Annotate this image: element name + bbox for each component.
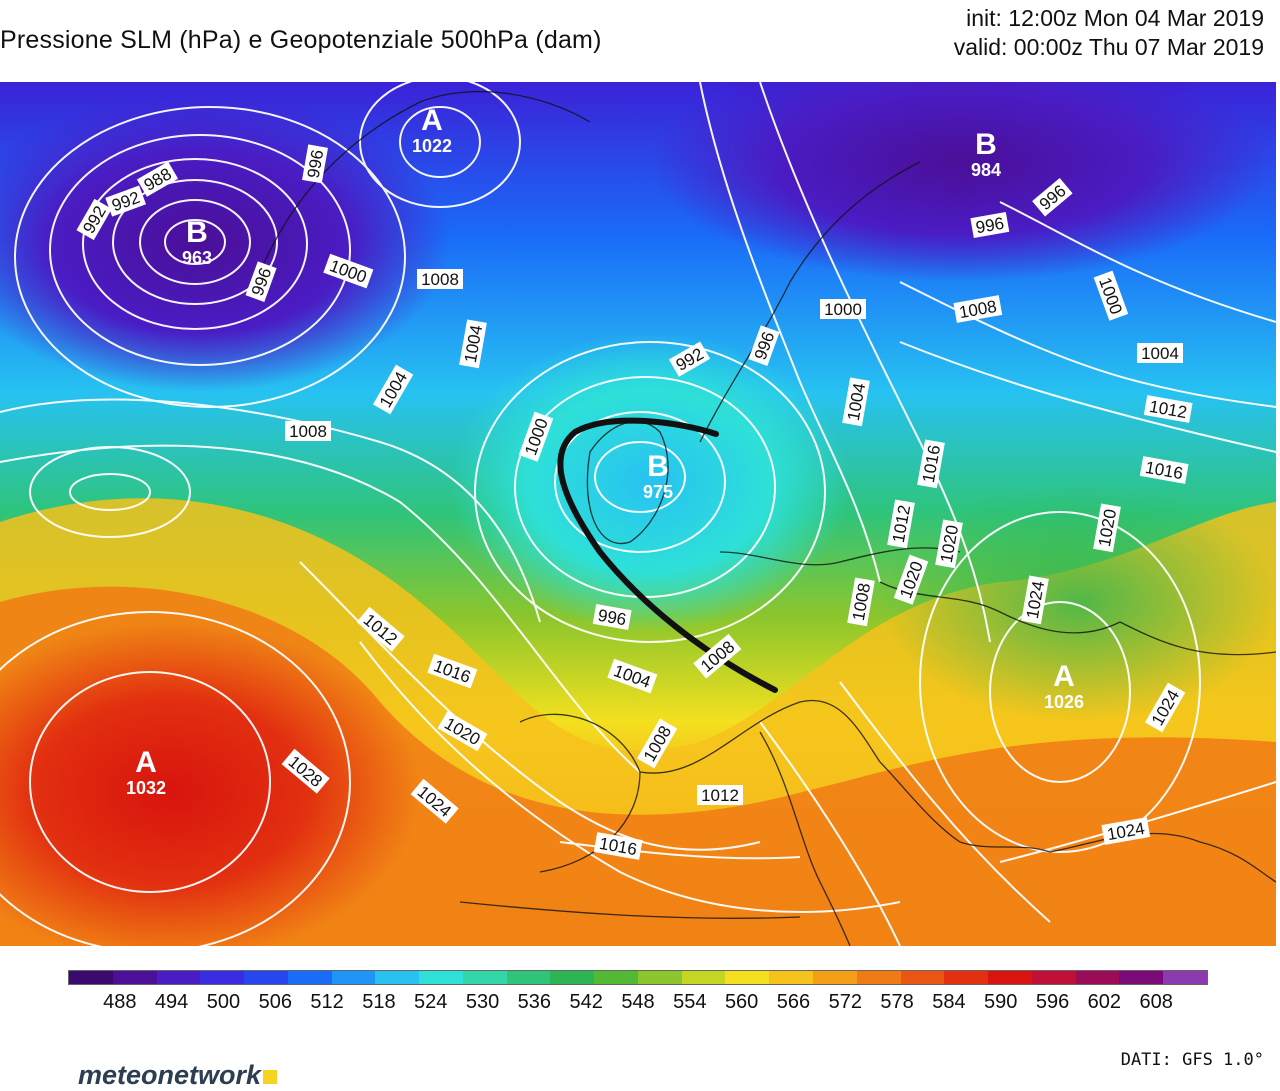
colorbar-tick-label: 548 <box>621 991 655 1013</box>
colorbar-swatch <box>944 971 989 984</box>
colorbar-swatch <box>1163 971 1207 984</box>
isobar-label: 1004 <box>842 377 870 427</box>
colorbar-tick-label: 494 <box>154 991 189 1013</box>
colorbar-swatch <box>506 971 551 984</box>
colorbar-swatch <box>112 971 157 984</box>
colorbar-swatch <box>988 971 1032 984</box>
pressure-center-value: 1032 <box>126 778 166 798</box>
pressure-center-value: 975 <box>643 482 673 502</box>
colorbar-swatch <box>900 971 945 984</box>
colorbar <box>68 970 1208 985</box>
valid-time: valid: 00:00z Thu 07 Mar 2019 <box>953 34 1264 60</box>
pressure-center-letter: A <box>1053 660 1075 693</box>
data-source: DATI: GFS 1.0° <box>1120 1050 1264 1070</box>
svg-text:1012: 1012 <box>701 786 739 805</box>
colorbar-tick-label: 536 <box>517 991 552 1013</box>
colorbar-tick-label: 602 <box>1087 991 1122 1013</box>
isobar-label: 1008 <box>285 421 331 441</box>
colorbar-tick-label: 512 <box>310 991 344 1013</box>
isobar-label: 1008 <box>417 269 463 289</box>
isobar-label: 996 <box>592 604 632 630</box>
colorbar-tick-label: 608 <box>1139 991 1173 1013</box>
svg-text:1000: 1000 <box>824 300 862 319</box>
colorbar-swatch <box>419 971 463 984</box>
color-scale: 488 494 500 506 512 518 524 530 536 542 548 554 560 5… <box>68 970 1208 1021</box>
colorbar-swatch <box>375 971 420 984</box>
pressure-center-letter: A <box>421 104 443 137</box>
isobar-label: 996 <box>302 144 328 184</box>
colorbar-tick-label: 590 <box>984 991 1018 1013</box>
colorbar-swatch <box>69 971 113 984</box>
colorbar-swatch <box>1031 971 1076 984</box>
isobar-label: 1024 <box>1101 817 1151 845</box>
colorbar-swatch <box>769 971 814 984</box>
svg-text:996: 996 <box>304 148 328 179</box>
colorbar-swatch <box>856 971 901 984</box>
colorbar-tick-label: 524 <box>414 991 448 1013</box>
colorbar-tick-label: 572 <box>828 991 862 1013</box>
isobar-label: 1004 <box>1137 343 1183 363</box>
colorbar-tick-label: 584 <box>932 991 966 1013</box>
colorbar-tick-label: 596 <box>1035 991 1070 1013</box>
colorbar-swatch <box>462 971 507 984</box>
pressure-center-letter: B <box>186 216 208 249</box>
colorbar-swatch <box>725 971 770 984</box>
colorbar-tick-label: 560 <box>724 991 759 1013</box>
colorbar-tick-label: 506 <box>258 991 292 1013</box>
run-info: init: 12:00z Mon 04 Mar 2019 valid: 00:0… <box>954 4 1264 62</box>
svg-text:996: 996 <box>974 214 1005 238</box>
pressure-center-letter: B <box>647 450 669 483</box>
pressure-center-value: 1022 <box>412 136 452 156</box>
pressure-center-value: 963 <box>182 248 212 268</box>
colorbar-tick-label: 578 <box>880 991 914 1013</box>
colorbar-swatch <box>331 971 376 984</box>
isobar-label: 1000 <box>820 299 866 319</box>
colorbar-swatch <box>1119 971 1164 984</box>
colorbar-swatch <box>200 971 245 984</box>
isobar-label: 992 <box>668 341 711 377</box>
colorbar-tick-label: 554 <box>673 991 707 1013</box>
colorbar-swatch <box>681 971 726 984</box>
svg-text:1008: 1008 <box>421 270 459 289</box>
colorbar-swatch <box>637 971 682 984</box>
annotation-front-line <box>557 417 778 693</box>
isobar-label: 1012 <box>887 499 915 549</box>
brand-mark-icon <box>263 1070 278 1084</box>
colorbar-labels: 488 494 500 506 512 518 524 530 536 542 548 554 560 5… <box>68 991 1208 1021</box>
colorbar-swatch <box>287 971 332 984</box>
svg-text:996: 996 <box>596 606 627 630</box>
isobar-label: 1012 <box>697 785 743 805</box>
pressure-center-letter: A <box>135 746 157 779</box>
isobar-label: 996 <box>970 212 1010 238</box>
colorbar-tick-label: 566 <box>776 991 811 1013</box>
colorbar-tick-label: 488 <box>103 991 137 1013</box>
brand-name: meteonetwork <box>78 1060 262 1090</box>
pressure-center-letter: B <box>975 128 997 161</box>
svg-text:1004: 1004 <box>1141 344 1179 363</box>
colorbar-swatch <box>550 971 595 984</box>
colorbar-tick-label: 530 <box>465 991 500 1013</box>
colorbar-tick-label: 542 <box>569 991 603 1013</box>
weather-map: A 1022 B 963 B 984 B 975 A 1032 A 1026 988 992 996 996… <box>0 82 1276 946</box>
svg-text:1008: 1008 <box>289 422 327 441</box>
colorbar-swatch <box>1075 971 1120 984</box>
colorbar-swatch <box>813 971 857 984</box>
map-title: Pressione SLM (hPa) e Geopotenziale 500h… <box>0 26 602 54</box>
colorbar-swatch <box>244 971 288 984</box>
colorbar-tick-label: 500 <box>206 991 241 1013</box>
colorbar-swatch <box>156 971 201 984</box>
init-time: init: 12:00z Mon 04 Mar 2019 <box>966 5 1264 31</box>
colorbar-tick-label: 518 <box>362 991 396 1013</box>
pressure-center-value: 1026 <box>1044 692 1084 712</box>
brand-logo: meteonetwork <box>78 1060 278 1091</box>
colorbar-swatch <box>594 971 638 984</box>
pressure-center-value: 984 <box>971 160 1001 180</box>
